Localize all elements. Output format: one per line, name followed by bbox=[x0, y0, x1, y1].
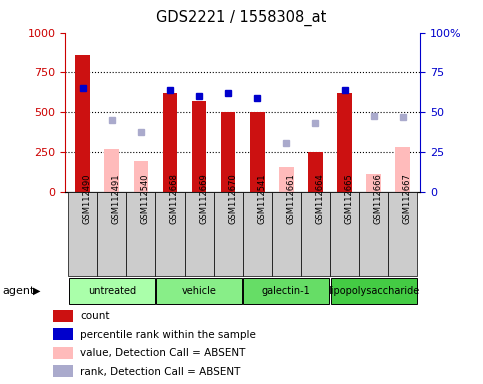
Bar bbox=[250, 112, 265, 192]
Bar bbox=[53, 365, 73, 377]
Text: untreated: untreated bbox=[88, 286, 136, 296]
Text: lipopolysaccharide: lipopolysaccharide bbox=[328, 286, 419, 296]
Bar bbox=[104, 149, 119, 192]
Bar bbox=[279, 167, 294, 192]
Bar bbox=[192, 101, 206, 192]
FancyBboxPatch shape bbox=[127, 192, 156, 276]
Bar bbox=[308, 152, 323, 192]
Text: GDS2221 / 1558308_at: GDS2221 / 1558308_at bbox=[156, 10, 327, 26]
Bar bbox=[221, 112, 235, 192]
FancyBboxPatch shape bbox=[69, 278, 155, 304]
Text: GSM112669: GSM112669 bbox=[199, 174, 208, 224]
Bar bbox=[53, 310, 73, 322]
Text: GSM112661: GSM112661 bbox=[286, 174, 296, 224]
FancyBboxPatch shape bbox=[272, 192, 301, 276]
FancyBboxPatch shape bbox=[243, 278, 329, 304]
Bar bbox=[367, 174, 381, 192]
FancyBboxPatch shape bbox=[156, 278, 242, 304]
Bar bbox=[134, 161, 148, 192]
Bar bbox=[53, 347, 73, 359]
Text: ▶: ▶ bbox=[33, 286, 41, 296]
Text: GSM112670: GSM112670 bbox=[228, 174, 237, 224]
Text: galectin-1: galectin-1 bbox=[262, 286, 311, 296]
FancyBboxPatch shape bbox=[359, 192, 388, 276]
FancyBboxPatch shape bbox=[213, 192, 243, 276]
Text: GSM112541: GSM112541 bbox=[257, 174, 266, 224]
FancyBboxPatch shape bbox=[388, 192, 417, 276]
Text: vehicle: vehicle bbox=[182, 286, 216, 296]
Text: agent: agent bbox=[2, 286, 35, 296]
FancyBboxPatch shape bbox=[330, 192, 359, 276]
FancyBboxPatch shape bbox=[97, 192, 127, 276]
Text: rank, Detection Call = ABSENT: rank, Detection Call = ABSENT bbox=[80, 367, 241, 377]
Text: GSM112540: GSM112540 bbox=[141, 174, 150, 224]
Text: count: count bbox=[80, 311, 110, 321]
FancyBboxPatch shape bbox=[68, 192, 97, 276]
FancyBboxPatch shape bbox=[330, 278, 417, 304]
Bar bbox=[337, 93, 352, 192]
Text: percentile rank within the sample: percentile rank within the sample bbox=[80, 330, 256, 340]
Text: GSM112665: GSM112665 bbox=[344, 174, 354, 224]
Text: GSM112667: GSM112667 bbox=[403, 173, 412, 224]
Text: GSM112491: GSM112491 bbox=[112, 174, 121, 224]
Text: GSM112664: GSM112664 bbox=[315, 174, 325, 224]
FancyBboxPatch shape bbox=[243, 192, 272, 276]
Bar bbox=[396, 147, 410, 192]
Text: GSM112666: GSM112666 bbox=[374, 173, 383, 224]
Bar bbox=[75, 55, 90, 192]
Text: GSM112490: GSM112490 bbox=[83, 174, 92, 224]
FancyBboxPatch shape bbox=[185, 192, 213, 276]
Text: GSM112668: GSM112668 bbox=[170, 173, 179, 224]
Bar bbox=[163, 93, 177, 192]
Text: value, Detection Call = ABSENT: value, Detection Call = ABSENT bbox=[80, 348, 245, 358]
Bar bbox=[53, 328, 73, 340]
FancyBboxPatch shape bbox=[156, 192, 185, 276]
FancyBboxPatch shape bbox=[301, 192, 330, 276]
